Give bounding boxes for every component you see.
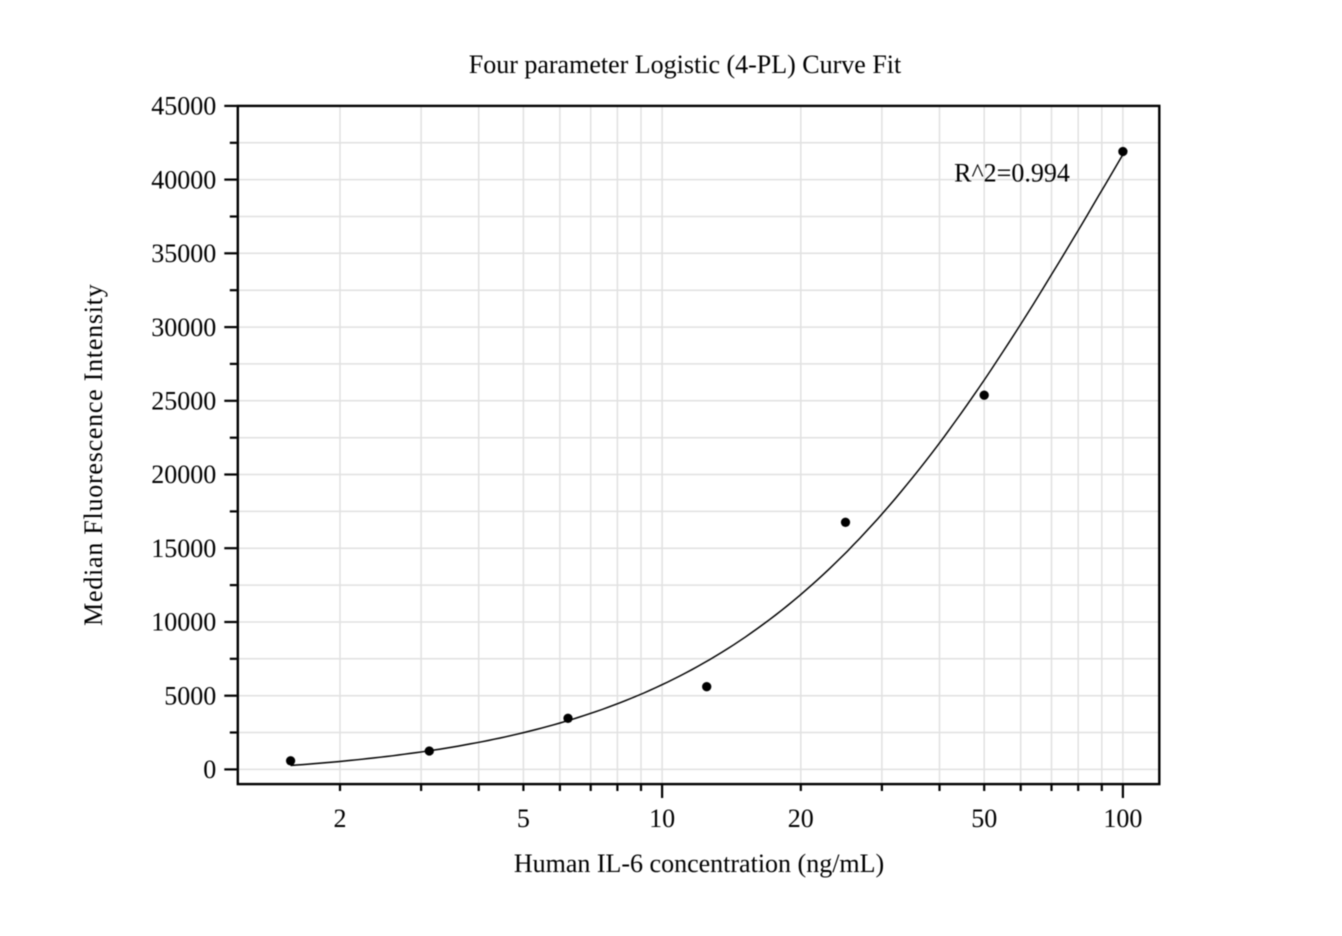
svg-text:5: 5 (517, 804, 530, 833)
svg-text:100: 100 (1103, 804, 1142, 833)
svg-text:20: 20 (788, 804, 814, 833)
svg-text:0: 0 (203, 755, 216, 784)
svg-text:50: 50 (971, 804, 997, 833)
svg-text:10: 10 (649, 804, 675, 833)
svg-text:10000: 10000 (151, 608, 216, 637)
svg-text:35000: 35000 (151, 239, 216, 268)
svg-text:5000: 5000 (164, 681, 216, 710)
svg-text:45000: 45000 (151, 92, 216, 121)
svg-text:2: 2 (334, 804, 347, 833)
svg-text:25000: 25000 (151, 387, 216, 416)
svg-text:15000: 15000 (151, 534, 216, 563)
svg-text:30000: 30000 (151, 313, 216, 342)
svg-text:R^2=0.994: R^2=0.994 (954, 158, 1070, 187)
svg-text:Four parameter Logistic (4-PL): Four parameter Logistic (4-PL) Curve Fit (469, 50, 902, 79)
svg-text:20000: 20000 (151, 460, 216, 489)
svg-text:Human IL-6 concentration (ng/m: Human IL-6 concentration (ng/mL) (514, 849, 884, 878)
svg-text:Median Fluorescence Intensity: Median Fluorescence Intensity (79, 284, 108, 626)
svg-text:40000: 40000 (151, 165, 216, 194)
